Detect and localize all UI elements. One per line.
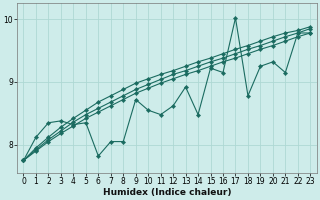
- X-axis label: Humidex (Indice chaleur): Humidex (Indice chaleur): [103, 188, 231, 197]
